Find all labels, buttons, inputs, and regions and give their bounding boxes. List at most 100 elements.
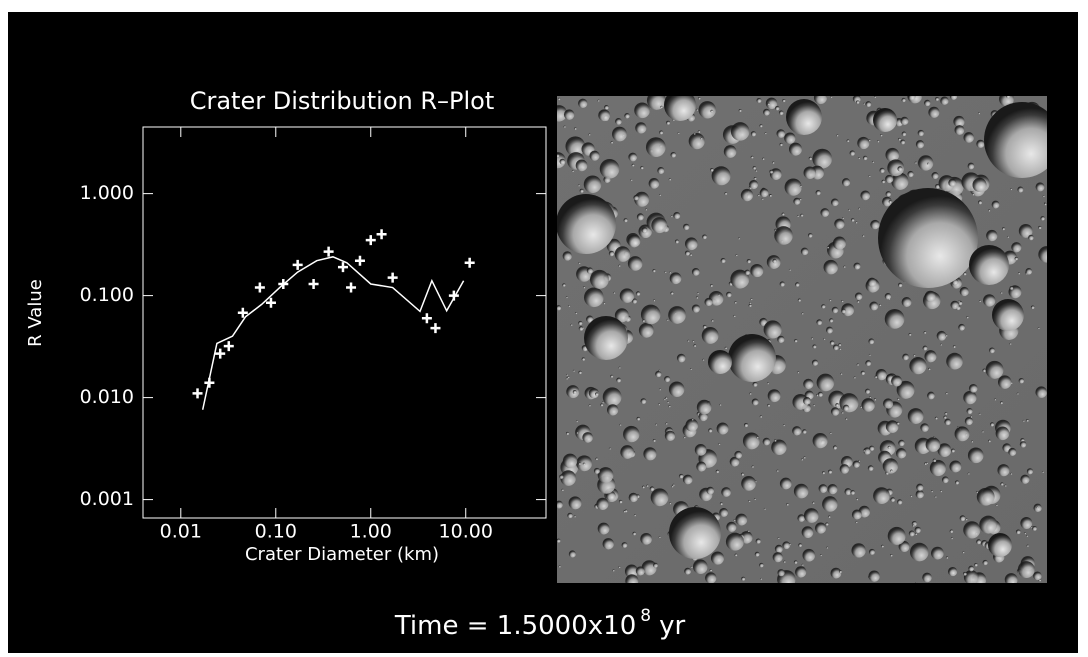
small-crater [557,97,561,101]
small-crater [940,343,943,346]
small-crater [658,536,661,539]
small-crater [767,102,770,106]
small-crater [963,272,967,276]
small-crater [875,369,887,381]
small-crater [719,502,723,506]
small-crater [583,286,586,289]
small-crater [1017,561,1035,579]
small-crater [610,141,614,144]
small-crater [982,559,988,566]
small-crater [860,370,866,376]
small-crater [815,190,821,196]
small-crater [735,513,748,526]
small-crater [823,337,826,340]
small-crater [642,319,646,323]
small-crater [940,96,949,105]
plus-marker [265,297,276,308]
small-crater [971,440,974,443]
small-crater [811,337,814,340]
small-crater [574,127,577,130]
small-crater [1007,235,1010,238]
small-crater [672,483,675,486]
small-crater [827,484,838,495]
small-crater [753,177,757,180]
small-crater [928,367,931,371]
small-crater [685,237,698,251]
small-crater [565,136,586,157]
small-crater [649,486,655,492]
small-crater [812,344,817,349]
small-crater [742,432,760,450]
small-crater [597,99,600,102]
small-crater [828,469,833,474]
large-crater [708,350,732,374]
small-crater [589,150,600,161]
small-crater [997,464,1010,477]
small-crater [803,397,811,405]
small-crater [935,183,940,189]
small-crater [669,271,672,274]
small-crater [578,261,581,264]
small-crater [853,376,856,379]
large-crater [969,245,1009,285]
small-crater [976,539,982,545]
small-crater [665,422,668,425]
small-crater [750,298,753,301]
small-crater [577,184,580,187]
small-crater [862,155,868,161]
small-crater [655,370,662,378]
small-crater [945,334,948,337]
small-crater [792,394,809,410]
small-crater [666,120,671,125]
small-crater [994,398,997,401]
small-crater [865,360,872,367]
small-crater [658,388,661,391]
small-crater [583,175,602,194]
small-crater [896,380,915,399]
small-crater [688,133,705,150]
small-crater [922,345,928,351]
small-crater [927,391,935,400]
small-crater [844,458,847,461]
small-crater [816,319,823,326]
small-crater [690,565,693,568]
small-crater [777,569,785,577]
plus-marker [323,246,334,257]
small-crater [801,563,804,566]
small-crater [922,572,932,583]
small-crater [951,448,955,453]
small-crater [799,185,802,188]
small-crater [856,300,860,303]
small-crater [1017,186,1024,193]
small-crater [868,570,880,582]
small-crater [710,284,713,288]
small-crater [642,485,645,489]
small-crater [926,162,930,165]
small-crater [870,219,880,230]
small-crater [1005,96,1011,99]
small-crater [582,462,586,466]
small-crater [584,287,604,308]
small-crater [907,170,914,178]
small-crater [937,443,952,457]
small-crater [618,566,621,569]
small-crater [823,259,839,275]
small-crater [566,373,569,376]
small-crater [797,298,802,302]
small-crater [696,292,699,295]
small-crater [888,200,892,204]
small-crater [851,543,866,558]
small-crater [663,398,666,401]
small-crater [800,247,809,256]
small-crater [610,374,614,378]
small-crater [1010,472,1013,475]
small-crater [989,422,995,427]
large-crater [878,188,978,288]
small-crater [972,193,975,196]
small-crater [882,196,892,207]
small-crater [868,338,875,345]
small-crater [717,293,720,297]
small-crater [670,215,673,218]
